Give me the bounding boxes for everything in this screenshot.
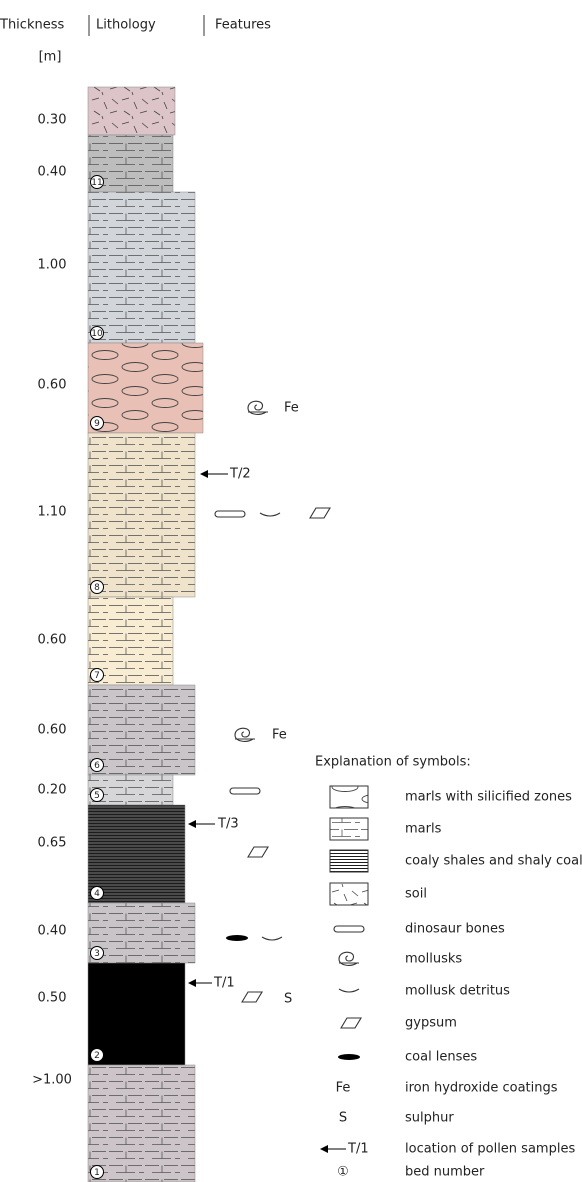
legend-label: gypsum [405, 1016, 457, 1031]
legend-title: Explanation of symbols: [315, 755, 471, 770]
bone-symbol [230, 788, 260, 794]
sample-arrowhead [188, 979, 196, 987]
legend-label: marls with silicified zones [405, 790, 572, 805]
header-features: Features [215, 18, 271, 33]
legend-swatch [330, 818, 368, 840]
gypsum-symbol [242, 992, 262, 1002]
bed-pattern [88, 685, 195, 775]
gypsum-symbol [248, 847, 268, 857]
bed-pattern [88, 343, 203, 433]
bed-pattern [88, 805, 185, 903]
legend-symbol [341, 1018, 361, 1028]
thickness-label: 0.40 [38, 924, 67, 939]
bed-pattern [88, 192, 195, 343]
thickness-label: 0.50 [38, 991, 67, 1006]
sulphur-label: S [284, 992, 292, 1007]
legend-label: location of pollen samples [405, 1142, 575, 1157]
sample-arrowhead [200, 470, 208, 478]
mollusk-symbol [235, 728, 255, 741]
stratigraphic-column: Thickness Lithology Features [m] 0.30 0.4… [0, 0, 582, 1182]
bed-number: 11 [91, 178, 102, 188]
sample-label: T/1 [213, 976, 235, 991]
bed-number: 8 [94, 583, 100, 593]
bed-pattern [88, 433, 195, 597]
header-thickness: Thickness [0, 18, 64, 33]
detritus-symbol [262, 937, 282, 940]
thickness-label: 0.20 [38, 783, 67, 798]
bed-number: 3 [94, 949, 100, 959]
legend-label: coal lenses [405, 1050, 477, 1065]
legend-label: mollusks [405, 952, 462, 967]
legend-symbol-text: Fe [336, 1081, 351, 1096]
bed-number: 4 [94, 889, 100, 899]
bed-pattern [88, 1065, 195, 1182]
thickness-label: 0.60 [38, 723, 67, 738]
bed-number: 10 [91, 329, 103, 339]
legend-symbol-text: ① [337, 1165, 349, 1180]
fe-label: Fe [272, 728, 287, 743]
thickness-label: 0.60 [38, 378, 67, 393]
legend-symbol-text: S [339, 1111, 347, 1126]
bed-number: 1 [94, 1168, 100, 1178]
coal-lens-symbol [226, 935, 248, 941]
legend-swatch [330, 883, 368, 905]
thickness-label: 1.00 [38, 258, 67, 273]
thickness-label: 0.60 [38, 633, 67, 648]
bed-number: 7 [94, 671, 100, 681]
header-lithology: Lithology [96, 18, 156, 33]
bone-symbol [215, 511, 245, 517]
bed-number: 5 [94, 791, 100, 801]
header-unit: [m] [39, 50, 62, 65]
legend-symbol [334, 926, 364, 932]
gypsum-symbol [310, 508, 330, 518]
thickness-label: 0.65 [38, 836, 67, 851]
bed-number: 2 [94, 1051, 100, 1061]
legend-symbol-text: T/1 [347, 1142, 369, 1157]
legend-label: coaly shales and shaly coal [405, 854, 582, 869]
thickness-label: >1.00 [32, 1073, 72, 1088]
bed [88, 963, 185, 1065]
sample-arrowhead [188, 820, 196, 828]
legend-symbol [338, 1054, 360, 1060]
legend-label: soil [405, 887, 427, 902]
fe-label: Fe [284, 401, 299, 416]
legend-label: dinosaur bones [405, 922, 505, 937]
bed-number: 9 [94, 419, 100, 429]
bed-pattern [88, 903, 195, 963]
legend-label: marls [405, 822, 442, 837]
legend-swatch [330, 850, 368, 872]
legend-label: iron hydroxide coatings [405, 1081, 558, 1096]
legend-symbol [339, 952, 359, 965]
legend-label: bed number [405, 1165, 485, 1180]
legend-arrowhead [320, 1145, 328, 1153]
legend-symbol [339, 989, 359, 992]
sample-label: T/2 [229, 467, 251, 482]
thickness-label: 0.30 [38, 113, 67, 128]
bed-number: 6 [94, 761, 100, 771]
thickness-label: 1.10 [38, 505, 67, 520]
thickness-label: 0.40 [38, 165, 67, 180]
detritus-symbol [260, 513, 280, 516]
sample-label: T/3 [217, 817, 239, 832]
bed-pattern [88, 87, 175, 135]
mollusk-symbol [248, 401, 268, 414]
legend-label: sulphur [405, 1111, 454, 1126]
legend-swatch [330, 786, 368, 808]
legend-label: mollusk detritus [405, 984, 510, 999]
